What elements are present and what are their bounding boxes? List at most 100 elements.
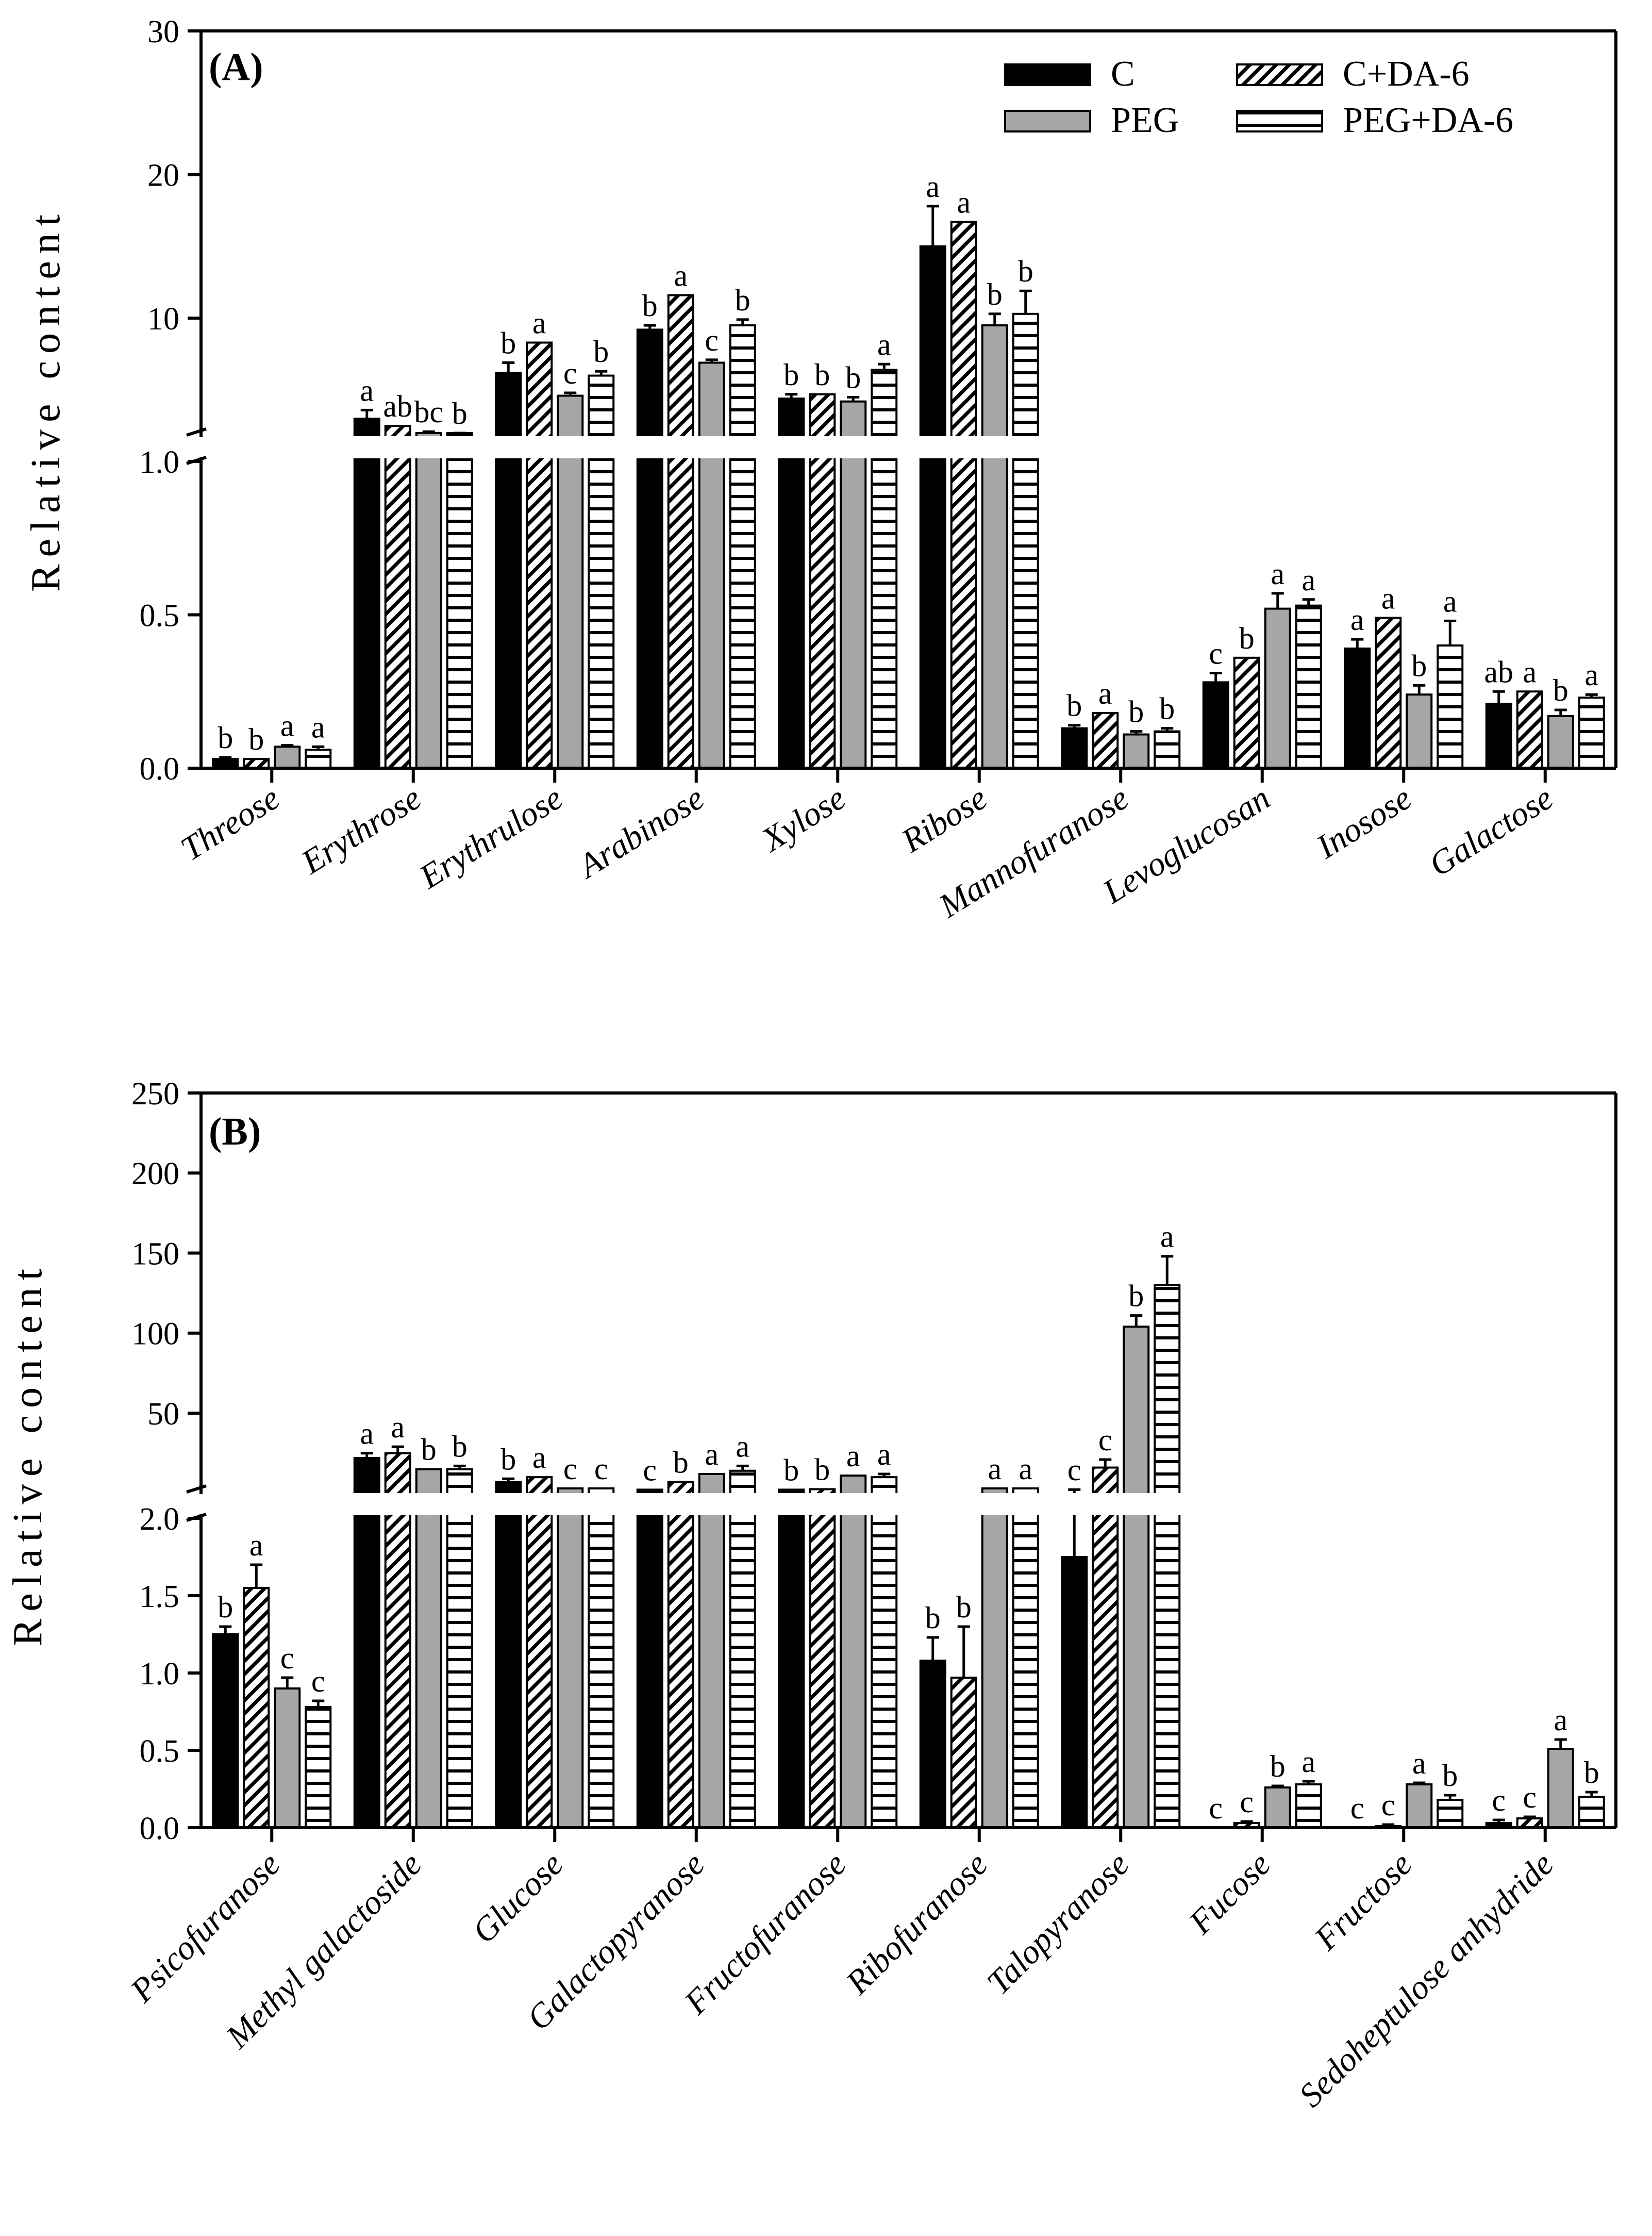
sig-label-arabinose-c: b: [642, 289, 658, 323]
sig-label-erythrose-c-da-6: ab: [383, 389, 412, 423]
bar-galactose-c: [1485, 703, 1512, 770]
legend-swatch-peg-da-6: [1236, 110, 1323, 132]
sig-label-fructose-peg: a: [1412, 1746, 1426, 1780]
bar-inosose-c-da-6: [1375, 617, 1402, 769]
sig-label-threose-peg-da-6: a: [311, 710, 325, 744]
bar-mannofuranose-peg-da-6: [1154, 730, 1181, 769]
bar-fucose-peg: [1264, 1786, 1291, 1829]
y-tick-label-150: 150: [131, 1236, 179, 1271]
x-tick-label-threose: Threose: [174, 779, 286, 868]
bar-fructofuranose-peg: [840, 1475, 867, 1829]
sig-label-xylose-c-da-6: b: [814, 358, 830, 392]
bar-erythrulose-c: [495, 372, 522, 769]
bar-galactopyranose-peg-da-6: [729, 1469, 756, 1829]
bar-ribose-peg: [981, 324, 1008, 769]
sig-label-ribose-peg: b: [987, 277, 1003, 311]
sig-label-sedoheptulose-anhydride-peg-da-6: b: [1584, 1755, 1599, 1790]
bar-threose-peg: [274, 746, 301, 769]
bar-fructose-peg-da-6: [1437, 1799, 1464, 1829]
sig-label-ribofuranose-c: b: [925, 1601, 941, 1635]
bar-erythrose-c: [353, 418, 380, 769]
legend-label-peg: PEG: [1111, 101, 1179, 140]
sig-label-mannofuranose-c: b: [1066, 689, 1082, 723]
bar-erythrose-peg: [415, 432, 442, 769]
sig-label-fructofuranose-c: b: [783, 1453, 799, 1487]
sig-label-fucose-c-da-6: c: [1240, 1785, 1254, 1819]
bar-methyl-galactoside-peg-da-6: [446, 1468, 473, 1829]
legend-swatch-c: [1004, 63, 1091, 86]
sig-label-glucose-c: b: [500, 1442, 516, 1476]
sig-label-galactopyranose-peg-da-6: a: [736, 1429, 749, 1463]
sig-label-arabinose-peg: c: [705, 323, 719, 357]
bar-talopyranose-c: [1061, 1556, 1088, 1829]
x-tick-label-sedoheptulose-anhydride: Sedoheptulose anhydride: [1292, 1845, 1561, 2114]
sig-label-inosose-peg: b: [1411, 649, 1427, 683]
sig-label-erythrose-peg: bc: [414, 395, 443, 429]
bar-ribose-c-da-6: [950, 221, 977, 769]
y-tick-label-0-5: 0.5: [140, 1734, 180, 1769]
sig-label-ribofuranose-peg: a: [988, 1452, 1002, 1486]
sig-label-mannofuranose-c-da-6: a: [1098, 676, 1112, 710]
sig-label-levoglucosan-peg-da-6: a: [1301, 563, 1315, 597]
y-tick-label-1: 1.0: [140, 445, 180, 480]
bar-xylose-c: [778, 397, 805, 769]
sig-label-glucose-c-da-6: a: [532, 1440, 546, 1475]
sig-label-glucose-peg-da-6: c: [594, 1452, 608, 1486]
bar-levoglucosan-peg-da-6: [1295, 604, 1322, 770]
sig-label-fucose-peg: b: [1270, 1749, 1286, 1783]
sig-label-methyl-galactoside-c: a: [360, 1417, 374, 1451]
sig-label-levoglucosan-peg: a: [1271, 557, 1284, 591]
bar-threose-peg-da-6: [305, 749, 332, 770]
bar-glucose-peg: [557, 1487, 584, 1829]
x-tick-label-glucose: Glucose: [465, 1845, 571, 1951]
sig-label-levoglucosan-c: c: [1209, 637, 1223, 671]
bar-erythrose-c-da-6: [384, 425, 411, 769]
bar-methyl-galactoside-peg: [415, 1468, 442, 1829]
bar-arabinose-c-da-6: [667, 294, 694, 769]
y-tick-label-1: 1.0: [140, 1657, 180, 1692]
bar-sedoheptulose-anhydride-peg-da-6: [1578, 1796, 1605, 1829]
axis-break-band: [199, 1493, 1618, 1515]
sig-label-xylose-peg-da-6: a: [877, 327, 891, 361]
bar-galactopyranose-c-da-6: [667, 1481, 694, 1829]
sig-label-erythrulose-c-da-6: a: [532, 306, 546, 340]
bar-xylose-peg-da-6: [871, 369, 898, 769]
sig-label-inosose-c-da-6: a: [1381, 581, 1395, 615]
axis-break-mark-upper: [186, 427, 207, 437]
y-tick-label-1-5: 1.5: [140, 1579, 180, 1614]
bar-fucose-peg-da-6: [1295, 1783, 1322, 1829]
x-tick-label-fructose: Fructose: [1307, 1845, 1420, 1958]
x-tick-label-ribofuranose: Ribofuranose: [839, 1845, 995, 2002]
y-tick-label-250: 250: [131, 1076, 179, 1112]
sig-label-levoglucosan-c-da-6: b: [1239, 621, 1255, 655]
x-tick-label-erythrose: Erythrose: [294, 779, 427, 882]
bar-fructose-peg: [1406, 1783, 1433, 1829]
bar-psicofuranose-peg-da-6: [305, 1706, 332, 1829]
y-tick-label-0: 0.0: [140, 1811, 180, 1846]
chart-panel-a: babbbabcaabbabaabaabaaabcccbbbabbabbbabb…: [23, 14, 1618, 925]
bar-inosose-peg-da-6: [1437, 644, 1464, 769]
sig-label-mannofuranose-peg: b: [1128, 695, 1144, 729]
sig-label-talopyranose-peg: b: [1128, 1279, 1144, 1313]
bar-talopyranose-peg: [1123, 1326, 1150, 1829]
sig-label-erythrose-c: a: [360, 373, 374, 407]
sig-label-methyl-galactoside-peg: b: [421, 1433, 437, 1467]
legend-swatch-c-da-6: [1236, 63, 1323, 86]
bar-inosose-peg: [1406, 693, 1433, 769]
bar-psicofuranose-c-da-6: [243, 1587, 270, 1829]
bar-psicofuranose-c: [212, 1633, 239, 1829]
bar-ribose-peg-da-6: [1012, 312, 1039, 769]
sig-label-sedoheptulose-anhydride-c-da-6: c: [1523, 1780, 1537, 1814]
sig-label-erythrulose-peg: c: [563, 356, 577, 390]
x-tick-label-talopyranose: Talopyranose: [980, 1845, 1137, 2002]
bar-erythrulose-c-da-6: [526, 341, 553, 769]
sig-label-psicofuranose-peg: c: [280, 1641, 294, 1675]
bar-levoglucosan-c: [1202, 681, 1229, 770]
sig-label-inosose-peg-da-6: a: [1443, 584, 1457, 618]
legend-label-c-da-6: C+DA-6: [1343, 54, 1470, 94]
bar-sedoheptulose-anhydride-peg: [1547, 1748, 1574, 1829]
bar-ribofuranose-c: [919, 1660, 946, 1829]
bar-fructofuranose-c-da-6: [809, 1488, 836, 1829]
sig-label-galactose-peg: b: [1553, 673, 1568, 707]
